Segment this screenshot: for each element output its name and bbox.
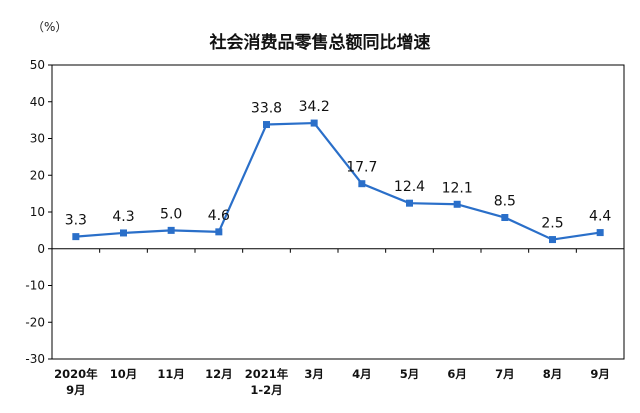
data-label: 34.2 xyxy=(299,99,330,115)
x-tick-label: 2020年 xyxy=(54,367,98,381)
data-label: 4.4 xyxy=(589,209,611,225)
plot-area-frame xyxy=(51,64,625,360)
data-point xyxy=(549,236,556,244)
y-unit-label: （%） xyxy=(32,20,68,34)
data-label: 12.1 xyxy=(442,180,473,196)
data-point xyxy=(501,214,509,222)
data-label: 17.7 xyxy=(346,160,377,176)
data-point xyxy=(358,180,366,188)
x-tick-label: 6月 xyxy=(447,367,467,381)
data-label: 33.8 xyxy=(251,101,282,117)
data-label: 12.4 xyxy=(394,179,425,195)
data-label: 8.5 xyxy=(494,194,516,210)
x-tick-label: 7月 xyxy=(495,367,515,381)
data-label: 2.5 xyxy=(541,216,563,232)
x-tick-label: 9月 xyxy=(590,367,610,381)
data-point xyxy=(72,233,80,241)
data-point xyxy=(215,228,223,236)
x-tick-label: 10月 xyxy=(110,367,138,381)
y-tick-label: 50 xyxy=(30,58,45,72)
x-tick-label: 9月 xyxy=(66,383,86,397)
y-tick-label: -20 xyxy=(25,315,45,329)
y-tick-label: 20 xyxy=(30,168,45,182)
data-label: 3.3 xyxy=(65,213,87,229)
y-tick-label: 10 xyxy=(30,205,45,219)
y-tick-label: -30 xyxy=(25,352,45,366)
data-point xyxy=(596,229,604,237)
x-tick-label: 4月 xyxy=(352,367,372,381)
data-point xyxy=(120,229,127,237)
x-tick-label: 8月 xyxy=(543,367,563,381)
x-tick-label: 12月 xyxy=(205,367,233,381)
y-tick-label: -10 xyxy=(25,279,45,293)
data-point xyxy=(167,226,175,234)
y-tick-label: 30 xyxy=(30,132,45,146)
x-tick-label: 5月 xyxy=(400,367,420,381)
data-point xyxy=(406,199,413,207)
y-tick-label: 0 xyxy=(37,242,45,256)
chart-title: 社会消费品零售总额同比增速 xyxy=(209,33,431,53)
data-point xyxy=(453,200,461,208)
series-line xyxy=(75,121,601,241)
x-tick-label: 11月 xyxy=(157,367,185,381)
data-label: 4.3 xyxy=(112,209,134,225)
data-point xyxy=(263,121,270,129)
data-label: 4.6 xyxy=(208,208,230,224)
x-tick-label: 2021年 xyxy=(245,367,289,381)
x-tick-label: 1-2月 xyxy=(250,383,282,397)
x-tick-label: 3月 xyxy=(304,367,324,381)
data-point xyxy=(310,119,318,127)
data-label: 5.0 xyxy=(160,206,182,222)
y-tick-label: 40 xyxy=(30,95,45,109)
